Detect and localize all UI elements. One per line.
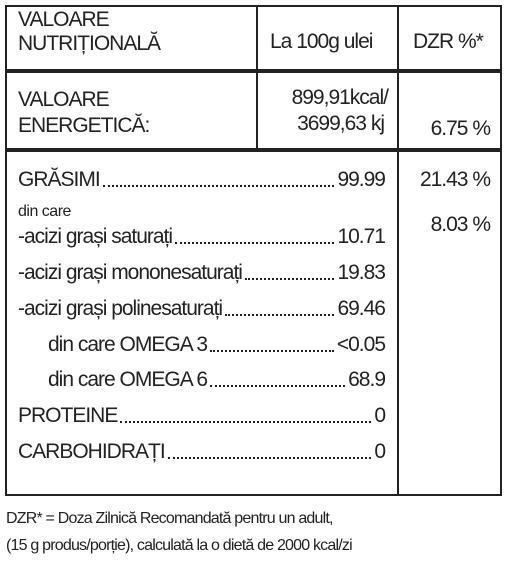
nutrient-row: -acizi grași saturați 10.71 <box>18 225 386 249</box>
energy-label: ENERGETICĂ: <box>18 114 150 137</box>
energy-label: VALOARE <box>18 88 110 111</box>
header-nutrient: VALOARE <box>18 8 110 31</box>
energy-value: 3699,63 kj <box>297 112 385 135</box>
border-bottom <box>5 494 502 496</box>
dot-leader <box>244 278 335 280</box>
row-dzr: 21.43 % <box>419 168 491 191</box>
row-value: 68.9 <box>348 368 386 391</box>
nutrient-row: CARBOHIDRAȚI 0 <box>18 440 386 464</box>
row-value: 10.71 <box>337 225 386 248</box>
row-label: din care OMEGA 3 <box>48 333 208 356</box>
row-label: CARBOHIDRAȚI <box>18 440 166 463</box>
row-value: 69.46 <box>337 297 386 320</box>
dot-leader <box>175 242 335 244</box>
nutrient-row: din care OMEGA 3 <0.05 <box>48 333 386 357</box>
row-label: -acizi grași mononesaturați <box>18 261 243 284</box>
row-label: -acizi grași polinesaturați <box>18 297 223 320</box>
dot-leader <box>210 385 346 387</box>
energy-rule <box>5 148 502 152</box>
col-divider <box>256 5 258 151</box>
footnote: (15 g produs/porție), calculată la o die… <box>6 537 353 554</box>
dot-leader <box>210 350 334 352</box>
footnote: DZR* = Doza Zilnică Recomandată pentru u… <box>6 510 333 527</box>
nutrient-row: -acizi grași mononesaturați 19.83 <box>18 261 386 285</box>
dot-leader <box>120 421 372 423</box>
header-nutrient: NUTRIȚIONALĂ <box>18 32 161 55</box>
row-label: din care OMEGA 6 <box>48 368 208 391</box>
border-top <box>5 5 502 7</box>
row-label: din care <box>18 203 71 220</box>
row-value: 0 <box>374 440 386 463</box>
border-right <box>500 5 502 496</box>
nutrient-row: PROTEINE 0 <box>18 404 386 428</box>
dot-leader <box>225 314 335 316</box>
dot-leader <box>102 185 335 187</box>
row-value: 0 <box>374 404 386 427</box>
header-rule <box>5 69 502 73</box>
border-left <box>5 5 7 496</box>
row-value: 99.99 <box>337 168 386 191</box>
header-per100: La 100g ulei <box>270 30 373 53</box>
row-label: -acizi grași saturați <box>18 225 173 248</box>
header-dzr: DZR %* <box>413 30 484 53</box>
energy-value: 899,91kcal/ <box>291 86 389 109</box>
row-dzr: 8.03 % <box>430 213 491 236</box>
nutrient-row: din care OMEGA 6 68.9 <box>48 368 386 392</box>
row-label: GRĂSIMI <box>18 168 101 191</box>
row-label: PROTEINE <box>18 404 118 427</box>
energy-dzr: 6.75 % <box>430 117 491 140</box>
row-value: <0.05 <box>336 333 386 356</box>
nutrient-row: -acizi grași polinesaturați 69.46 <box>18 297 386 321</box>
dot-leader <box>167 457 372 459</box>
nutrient-row: GRĂSIMI 99.99 <box>18 168 386 192</box>
row-value: 19.83 <box>337 261 386 284</box>
col-divider <box>397 5 399 496</box>
